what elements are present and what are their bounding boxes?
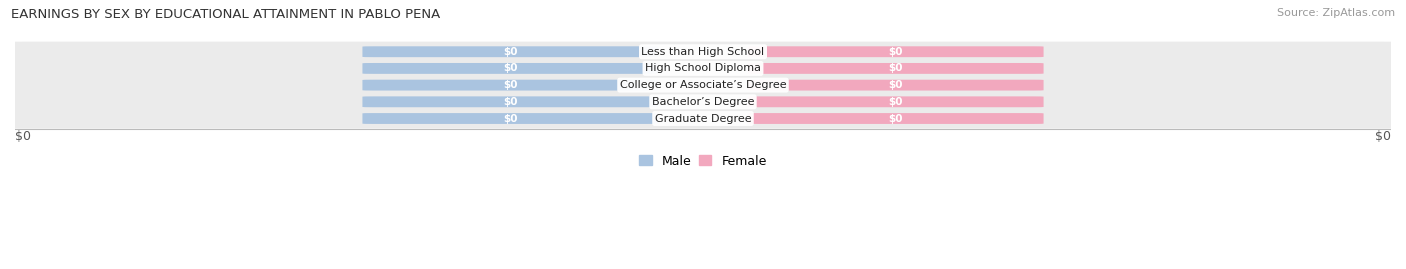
Legend: Male, Female: Male, Female xyxy=(634,150,772,172)
FancyBboxPatch shape xyxy=(748,113,1043,124)
Text: Less than High School: Less than High School xyxy=(641,47,765,57)
Text: $0: $0 xyxy=(889,47,903,57)
FancyBboxPatch shape xyxy=(748,46,1043,57)
FancyBboxPatch shape xyxy=(363,113,658,124)
Text: Bachelor’s Degree: Bachelor’s Degree xyxy=(652,97,754,107)
FancyBboxPatch shape xyxy=(11,75,1395,95)
FancyBboxPatch shape xyxy=(363,96,658,107)
FancyBboxPatch shape xyxy=(11,42,1395,62)
Text: $0: $0 xyxy=(15,130,31,143)
FancyBboxPatch shape xyxy=(748,80,1043,91)
FancyBboxPatch shape xyxy=(363,63,658,74)
Text: $0: $0 xyxy=(889,114,903,123)
Text: $0: $0 xyxy=(503,97,517,107)
Text: $0: $0 xyxy=(503,47,517,57)
Text: $0: $0 xyxy=(1375,130,1391,143)
FancyBboxPatch shape xyxy=(11,58,1395,79)
FancyBboxPatch shape xyxy=(363,80,658,91)
FancyBboxPatch shape xyxy=(748,63,1043,74)
Text: $0: $0 xyxy=(503,80,517,90)
Text: $0: $0 xyxy=(503,114,517,123)
Text: $0: $0 xyxy=(503,63,517,73)
FancyBboxPatch shape xyxy=(363,46,658,57)
FancyBboxPatch shape xyxy=(11,92,1395,112)
Text: High School Diploma: High School Diploma xyxy=(645,63,761,73)
Text: College or Associate’s Degree: College or Associate’s Degree xyxy=(620,80,786,90)
Text: $0: $0 xyxy=(889,63,903,73)
Text: $0: $0 xyxy=(889,97,903,107)
Text: Graduate Degree: Graduate Degree xyxy=(655,114,751,123)
Text: EARNINGS BY SEX BY EDUCATIONAL ATTAINMENT IN PABLO PENA: EARNINGS BY SEX BY EDUCATIONAL ATTAINMEN… xyxy=(11,8,440,21)
FancyBboxPatch shape xyxy=(11,108,1395,129)
FancyBboxPatch shape xyxy=(748,96,1043,107)
Text: Source: ZipAtlas.com: Source: ZipAtlas.com xyxy=(1277,8,1395,18)
Text: $0: $0 xyxy=(889,80,903,90)
